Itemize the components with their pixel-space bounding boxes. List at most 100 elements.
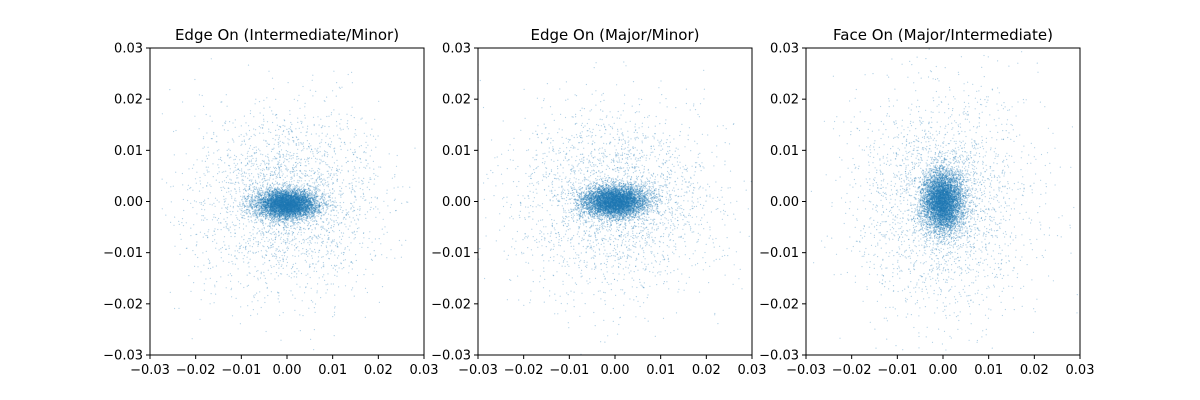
scatter-point: [197, 257, 198, 258]
scatter-point: [261, 190, 262, 191]
scatter-point: [318, 189, 319, 190]
scatter-point: [282, 258, 283, 259]
scatter-point: [314, 329, 315, 330]
scatter-point: [263, 237, 264, 238]
scatter-point: [226, 227, 227, 228]
scatter-point: [212, 121, 213, 122]
scatter-point: [291, 155, 292, 156]
scatter-point: [221, 208, 222, 209]
scatter-point: [331, 265, 332, 266]
scatter-point: [301, 234, 302, 235]
scatter-point: [248, 125, 249, 126]
scatter-point: [208, 152, 209, 153]
scatter-point: [255, 103, 256, 104]
scatter-point: [286, 183, 287, 184]
scatter-point: [182, 218, 183, 219]
scatter-point: [244, 184, 245, 185]
scatter-point: [341, 188, 342, 189]
scatter-point: [320, 146, 321, 147]
scatter-point: [318, 172, 319, 173]
scatter-point: [254, 193, 255, 194]
scatter-point: [222, 172, 223, 173]
scatter-point: [325, 195, 326, 196]
scatter-point: [277, 260, 278, 261]
scatter-point: [280, 239, 281, 240]
scatter-point: [247, 156, 248, 157]
scatter-point: [367, 163, 368, 164]
scatter-point: [363, 196, 364, 197]
scatter-point: [302, 253, 303, 254]
scatter-point: [322, 193, 323, 194]
scatter-point: [208, 268, 209, 269]
scatter-point: [207, 182, 208, 183]
scatter-point: [250, 238, 251, 239]
scatter-point: [226, 182, 227, 183]
scatter-point: [232, 315, 233, 316]
scatter-point: [336, 96, 337, 97]
scatter-point: [316, 215, 317, 216]
scatter-point: [328, 223, 329, 224]
scatter-point: [206, 132, 207, 133]
scatter-point: [230, 157, 231, 158]
scatter-point: [223, 227, 224, 228]
scatter-point: [295, 238, 296, 239]
scatter-point: [235, 200, 236, 201]
scatter-point: [302, 248, 303, 249]
scatter-point: [281, 273, 282, 274]
scatter-point: [262, 160, 263, 161]
scatter-point: [336, 220, 337, 221]
scatter-point: [273, 246, 274, 247]
scatter-point: [180, 234, 181, 235]
scatter-point: [218, 167, 219, 168]
scatter-point: [248, 251, 249, 252]
scatter-point: [377, 197, 378, 198]
scatter-point: [165, 215, 166, 216]
scatter-point: [351, 192, 352, 193]
scatter-point: [335, 153, 336, 154]
scatter-point: [276, 135, 277, 136]
scatter-point: [272, 240, 273, 241]
scatter-point: [292, 178, 293, 179]
scatter-point: [250, 145, 251, 146]
scatter-point: [246, 134, 247, 135]
scatter-point: [285, 221, 286, 222]
scatter-point: [264, 178, 265, 179]
scatter-point: [301, 243, 302, 244]
scatter-point: [331, 169, 332, 170]
scatter-point: [354, 238, 355, 239]
scatter-point: [278, 139, 279, 140]
scatter-point: [315, 242, 316, 243]
scatter-point: [275, 99, 276, 100]
scatter-point: [252, 158, 253, 159]
scatter-point: [256, 158, 257, 159]
scatter-point: [303, 222, 304, 223]
scatter-point: [223, 187, 224, 188]
scatter-point: [293, 224, 294, 225]
scatter-point: [283, 234, 284, 235]
scatter-point: [243, 180, 244, 181]
scatter-point: [326, 245, 327, 246]
scatter-point: [174, 246, 175, 247]
scatter-point: [365, 214, 366, 215]
scatter-point: [242, 208, 243, 209]
scatter-point: [262, 190, 263, 191]
scatter-point: [306, 251, 307, 252]
scatter-point: [342, 194, 343, 195]
scatter-point: [274, 156, 275, 157]
scatter-point: [322, 208, 323, 209]
scatter-point: [354, 117, 355, 118]
scatter-point: [264, 169, 265, 170]
scatter-point: [328, 177, 329, 178]
scatter-point: [287, 250, 288, 251]
scatter-point: [262, 128, 263, 129]
scatter-point: [332, 316, 333, 317]
scatter-point: [326, 284, 327, 285]
scatter-point: [307, 225, 308, 226]
scatter-point: [263, 181, 264, 182]
scatter-point: [303, 146, 304, 147]
scatter-point: [354, 196, 355, 197]
scatter-point: [333, 71, 334, 72]
scatter-point: [317, 185, 318, 186]
scatter-point: [279, 264, 280, 265]
scatter-point: [263, 272, 264, 273]
